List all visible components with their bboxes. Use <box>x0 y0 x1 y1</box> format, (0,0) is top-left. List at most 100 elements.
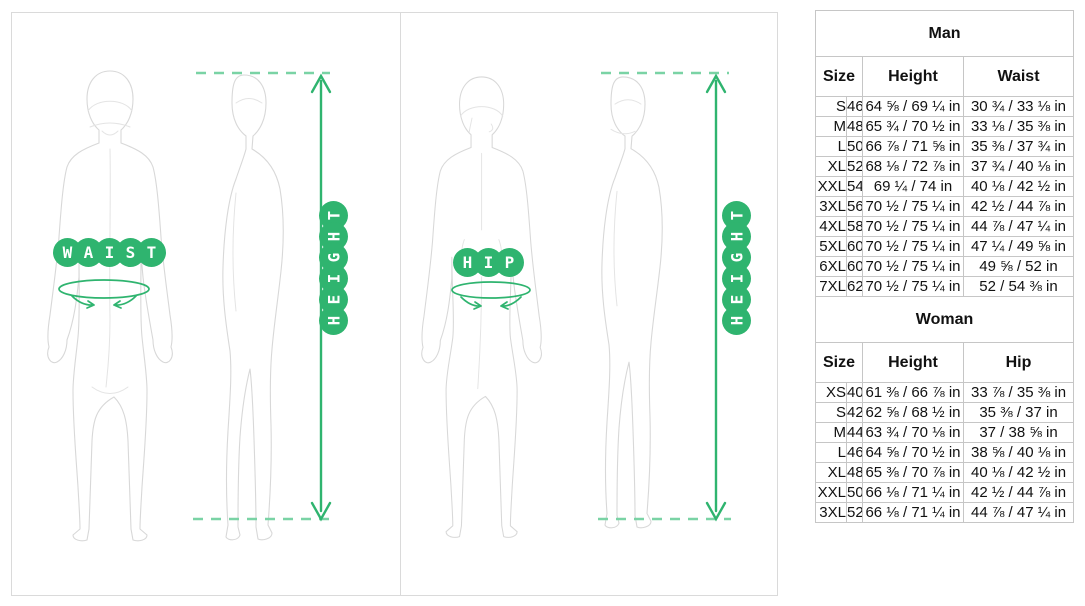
size-number-cell: 60 <box>846 256 863 277</box>
man-table-body: S 46 64 ⅝ / 69 ¼ in 30 ¾ / 33 ⅛ in M 48 … <box>815 96 1074 297</box>
man-front-figure <box>47 70 173 542</box>
girth-value-cell: 52 / 54 ⅜ in <box>963 276 1074 297</box>
table-row: 3XL 56 70 ½ / 75 ¼ in 42 ½ / 44 ⅞ in <box>815 196 1074 217</box>
size-letter-cell: XS <box>815 382 847 403</box>
girth-value-cell: 37 / 38 ⅝ in <box>962 422 1075 443</box>
size-letter-cell: 3XL <box>815 502 847 523</box>
table-row: S 46 64 ⅝ / 69 ¼ in 30 ¾ / 33 ⅛ in <box>815 96 1074 117</box>
table-row: M 44 63 ¾ / 70 ⅛ in 37 / 38 ⅝ in <box>815 422 1075 443</box>
girth-value-cell: 49 ⅝ / 52 in <box>963 256 1074 277</box>
letter-bead: H <box>722 306 751 335</box>
height-value-cell: 70 ½ / 75 ¼ in <box>862 256 964 277</box>
table-row: XXL 50 66 ⅛ / 71 ¼ in 42 ½ / 44 ⅞ in <box>815 482 1075 503</box>
girth-value-cell: 38 ⅝ / 40 ⅛ in <box>962 442 1075 463</box>
height-value-cell: 70 ½ / 75 ¼ in <box>862 196 964 217</box>
size-letter-cell: 6XL <box>815 256 847 277</box>
size-letter-cell: 3XL <box>815 196 847 217</box>
size-letter-cell: 4XL <box>815 216 847 237</box>
size-column-header: Size <box>815 56 863 97</box>
size-number-cell: 52 <box>846 502 863 523</box>
man-size-table: Man Size Height Waist S 46 64 ⅝ / 69 ¼ i… <box>815 10 1074 297</box>
height-value-cell: 65 ¾ / 70 ½ in <box>862 116 964 137</box>
size-number-cell: 58 <box>846 216 863 237</box>
height-value-cell: 69 ¼ / 74 in <box>862 176 964 197</box>
girth-value-cell: 33 ⅛ / 35 ⅜ in <box>963 116 1074 137</box>
size-number-cell: 50 <box>846 482 863 503</box>
size-letter-cell: M <box>815 116 847 137</box>
height-value-cell: 70 ½ / 75 ¼ in <box>862 216 964 237</box>
table-row: 5XL 60 70 ½ / 75 ¼ in 47 ¼ / 49 ⅝ in <box>815 236 1074 257</box>
table-row: M 48 65 ¾ / 70 ½ in 33 ⅛ / 35 ⅜ in <box>815 116 1074 137</box>
height-value-cell: 64 ⅝ / 70 ½ in <box>862 442 964 463</box>
letter-bead: P <box>495 248 524 277</box>
girth-value-cell: 44 ⅞ / 47 ¼ in <box>963 216 1074 237</box>
size-letter-cell: S <box>815 96 847 117</box>
girth-value-cell: 42 ½ / 44 ⅞ in <box>963 196 1074 217</box>
height-value-cell: 63 ¾ / 70 ⅛ in <box>862 422 964 443</box>
size-number-cell: 46 <box>846 96 863 117</box>
table-row: XXL 54 69 ¼ / 74 in 40 ⅛ / 42 ½ in <box>815 176 1074 197</box>
hip-column-header: Hip <box>962 342 1075 383</box>
size-number-cell: 42 <box>846 402 863 423</box>
girth-value-cell: 30 ¾ / 33 ⅛ in <box>963 96 1074 117</box>
woman-table-body: XS 40 61 ⅜ / 66 ⅞ in 33 ⅞ / 35 ⅜ in S 42… <box>815 382 1075 523</box>
table-row: S 42 62 ⅝ / 68 ½ in 35 ⅜ / 37 in <box>815 402 1075 423</box>
woman-side-figure <box>601 76 663 529</box>
table-row: 3XL 52 66 ⅛ / 71 ¼ in 44 ⅞ / 47 ¼ in <box>815 502 1075 523</box>
size-letter-cell: 7XL <box>815 276 847 297</box>
girth-value-cell: 40 ⅛ / 42 ½ in <box>963 176 1074 197</box>
girth-value-cell: 33 ⅞ / 35 ⅜ in <box>962 382 1075 403</box>
size-number-cell: 60 <box>846 236 863 257</box>
height-column-header: Height <box>862 56 964 97</box>
height-value-cell: 66 ⅞ / 71 ⅝ in <box>862 136 964 157</box>
size-letter-cell: S <box>815 402 847 423</box>
size-number-cell: 50 <box>846 136 863 157</box>
size-column-header: Size <box>815 342 863 383</box>
letter-bead: H <box>319 306 348 335</box>
height-arrow <box>705 73 727 522</box>
size-number-cell: 48 <box>846 462 863 483</box>
size-letter-cell: XXL <box>815 482 847 503</box>
height-value-cell: 65 ⅜ / 70 ⅞ in <box>862 462 964 483</box>
height-value-cell: 68 ⅛ / 72 ⅞ in <box>862 156 964 177</box>
size-number-cell: 56 <box>846 196 863 217</box>
size-number-cell: 40 <box>846 382 863 403</box>
table-row: L 46 64 ⅝ / 70 ½ in 38 ⅝ / 40 ⅛ in <box>815 442 1075 463</box>
girth-value-cell: 35 ⅜ / 37 ¾ in <box>963 136 1074 157</box>
table-row: L 50 66 ⅞ / 71 ⅝ in 35 ⅜ / 37 ¾ in <box>815 136 1074 157</box>
girth-value-cell: 37 ¾ / 40 ⅛ in <box>963 156 1074 177</box>
table-row: XS 40 61 ⅜ / 66 ⅞ in 33 ⅞ / 35 ⅜ in <box>815 382 1075 403</box>
size-letter-cell: XL <box>815 156 847 177</box>
height-value-cell: 66 ⅛ / 71 ¼ in <box>862 482 964 503</box>
girth-value-cell: 42 ½ / 44 ⅞ in <box>962 482 1075 503</box>
height-value-cell: 66 ⅛ / 71 ¼ in <box>862 502 964 523</box>
size-number-cell: 44 <box>846 422 863 443</box>
man-side-figure <box>222 74 284 541</box>
size-tables-area: Man Size Height Waist S 46 64 ⅝ / 69 ¼ i… <box>814 10 1075 523</box>
letter-bead: T <box>137 238 166 267</box>
girth-value-cell: 40 ⅛ / 42 ½ in <box>962 462 1075 483</box>
size-number-cell: 52 <box>846 156 863 177</box>
man-table-title: Man <box>815 10 1074 57</box>
hip-measure-ellipse <box>451 281 531 310</box>
height-value-cell: 70 ½ / 75 ¼ in <box>862 236 964 257</box>
size-letter-cell: 5XL <box>815 236 847 257</box>
woman-figures-illustration <box>421 71 731 538</box>
girth-value-cell: 44 ⅞ / 47 ¼ in <box>962 502 1075 523</box>
girth-value-cell: 35 ⅜ / 37 in <box>962 402 1075 423</box>
table-row: XL 52 68 ⅛ / 72 ⅞ in 37 ¾ / 40 ⅛ in <box>815 156 1074 177</box>
size-number-cell: 54 <box>846 176 863 197</box>
size-number-cell: 62 <box>846 276 863 297</box>
size-number-cell: 46 <box>846 442 863 463</box>
height-value-cell: 62 ⅝ / 68 ½ in <box>862 402 964 423</box>
height-value-cell: 61 ⅜ / 66 ⅞ in <box>862 382 964 403</box>
size-letter-cell: M <box>815 422 847 443</box>
waist-measure-ellipse <box>58 279 150 309</box>
